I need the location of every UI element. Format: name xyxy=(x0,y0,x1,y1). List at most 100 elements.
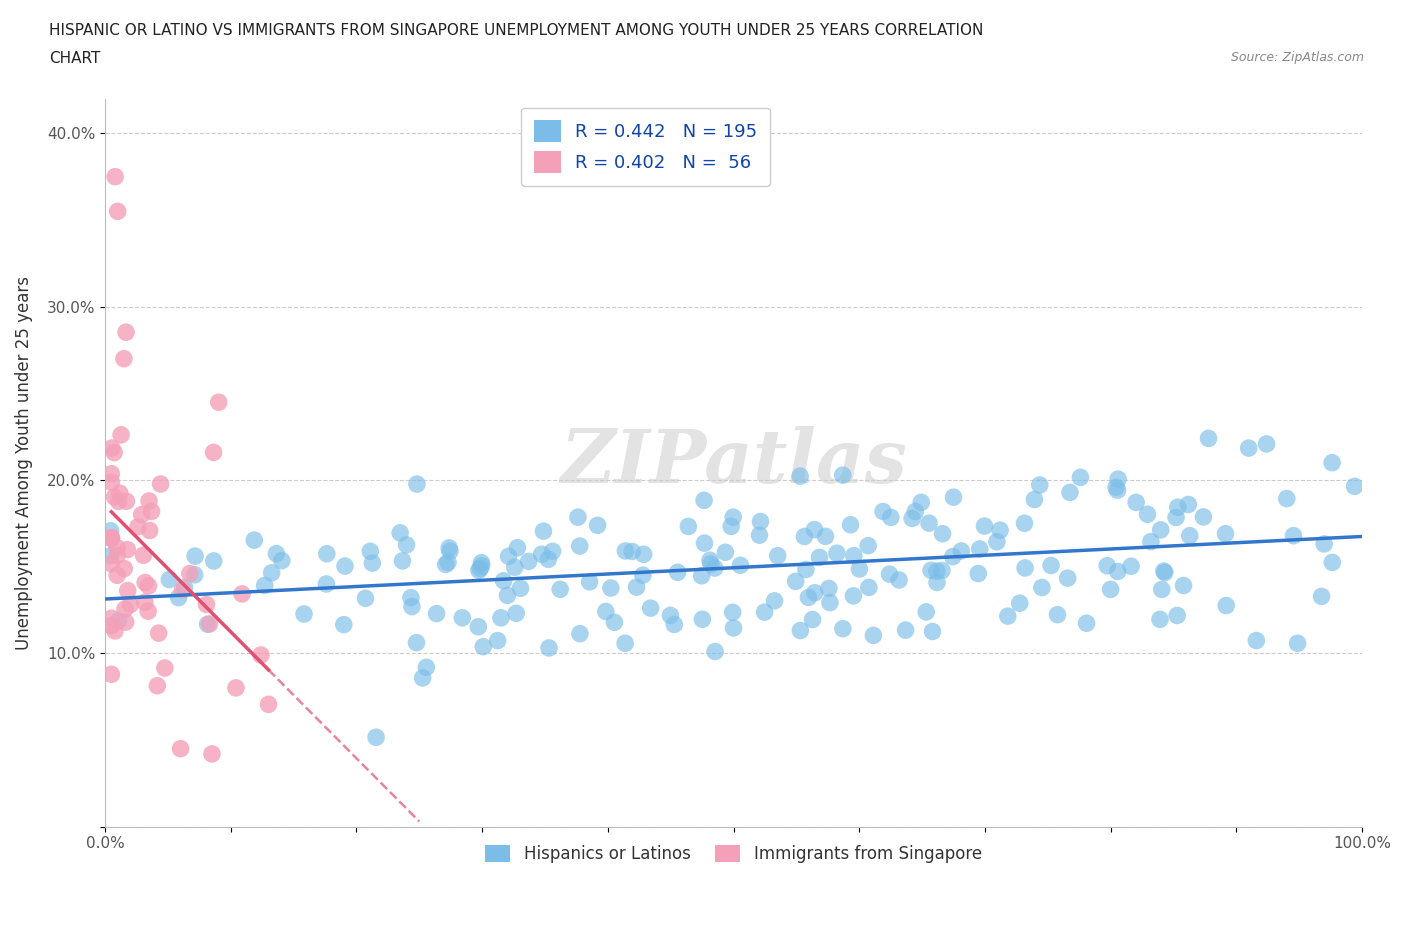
Point xyxy=(614,636,637,651)
Point xyxy=(100,530,122,545)
Text: CHART: CHART xyxy=(49,51,101,66)
Point xyxy=(361,555,384,570)
Point xyxy=(406,477,429,492)
Point xyxy=(1105,480,1128,495)
Point xyxy=(942,490,965,505)
Point xyxy=(1177,497,1199,512)
Point xyxy=(988,523,1011,538)
Point xyxy=(720,519,742,534)
Point xyxy=(354,591,377,605)
Point xyxy=(603,615,626,630)
Point xyxy=(1166,608,1188,623)
Point xyxy=(169,741,191,756)
Point xyxy=(803,585,825,600)
Point xyxy=(389,525,412,540)
Point xyxy=(595,604,617,618)
Point xyxy=(690,568,713,583)
Point xyxy=(789,469,811,484)
Point xyxy=(107,494,129,509)
Point xyxy=(208,394,231,409)
Point xyxy=(100,466,122,481)
Point xyxy=(942,550,965,565)
Point xyxy=(1164,510,1187,525)
Point xyxy=(107,614,129,629)
Point xyxy=(659,608,682,623)
Point xyxy=(470,561,492,576)
Point xyxy=(100,556,122,571)
Point xyxy=(100,531,122,546)
Point xyxy=(856,538,879,553)
Point xyxy=(107,204,129,219)
Point xyxy=(127,519,149,534)
Point xyxy=(503,560,526,575)
Point xyxy=(794,562,817,577)
Point xyxy=(599,580,621,595)
Point xyxy=(568,626,591,641)
Point xyxy=(1153,564,1175,578)
Point xyxy=(721,510,744,525)
Point xyxy=(872,504,894,519)
Point xyxy=(626,579,648,594)
Point xyxy=(486,633,509,648)
Point xyxy=(105,568,128,583)
Point xyxy=(509,581,531,596)
Point xyxy=(1008,596,1031,611)
Point xyxy=(100,548,122,563)
Point xyxy=(184,549,207,564)
Point xyxy=(831,468,853,483)
Point xyxy=(621,544,644,559)
Point xyxy=(405,635,427,650)
Point xyxy=(533,524,555,538)
Point xyxy=(250,647,273,662)
Point xyxy=(862,628,884,643)
Point xyxy=(808,550,831,565)
Point xyxy=(260,565,283,580)
Point xyxy=(105,540,128,555)
Point xyxy=(537,641,560,656)
Point xyxy=(225,681,247,696)
Point xyxy=(498,549,520,564)
Point xyxy=(1029,478,1052,493)
Point xyxy=(839,517,862,532)
Point xyxy=(848,562,870,577)
Point xyxy=(112,352,135,366)
Point xyxy=(136,604,159,618)
Point xyxy=(973,519,995,534)
Point xyxy=(467,619,489,634)
Point xyxy=(1119,559,1142,574)
Point xyxy=(723,620,745,635)
Point xyxy=(231,587,253,602)
Point xyxy=(100,475,122,490)
Point xyxy=(548,582,571,597)
Point xyxy=(183,567,205,582)
Point xyxy=(149,476,172,491)
Point xyxy=(678,519,700,534)
Point xyxy=(693,536,716,551)
Point xyxy=(986,535,1008,550)
Point xyxy=(1167,499,1189,514)
Point xyxy=(270,553,292,568)
Point xyxy=(138,523,160,538)
Point xyxy=(395,538,418,552)
Point xyxy=(179,566,201,581)
Point xyxy=(101,441,124,456)
Point xyxy=(931,563,953,578)
Point xyxy=(785,574,807,589)
Point xyxy=(202,445,225,459)
Point xyxy=(1150,582,1173,597)
Point xyxy=(117,583,139,598)
Point xyxy=(749,514,772,529)
Point xyxy=(832,621,855,636)
Point xyxy=(472,639,495,654)
Point xyxy=(1320,456,1343,471)
Point xyxy=(763,593,786,608)
Point xyxy=(257,697,280,711)
Point xyxy=(1150,523,1173,538)
Point xyxy=(167,591,190,605)
Point xyxy=(1198,431,1220,445)
Point xyxy=(399,591,422,605)
Point xyxy=(333,559,356,574)
Point xyxy=(1014,561,1036,576)
Point xyxy=(243,533,266,548)
Point xyxy=(391,553,413,568)
